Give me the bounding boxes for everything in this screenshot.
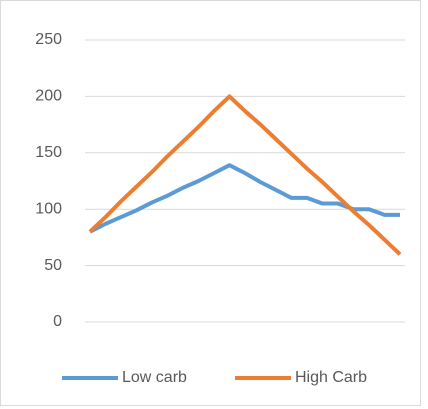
line-series bbox=[88, 94, 402, 256]
y-tick-label: 150 bbox=[35, 144, 62, 161]
y-tick-label: 0 bbox=[53, 313, 62, 330]
y-tick-label: 100 bbox=[35, 200, 62, 217]
y-tick-label: 200 bbox=[35, 88, 62, 105]
legend-label: Low carb bbox=[122, 369, 187, 386]
legend-label: High Carb bbox=[295, 369, 367, 386]
chart-border bbox=[0, 0, 421, 406]
y-tick-label: 50 bbox=[44, 257, 62, 274]
y-tick-label: 250 bbox=[35, 31, 62, 48]
